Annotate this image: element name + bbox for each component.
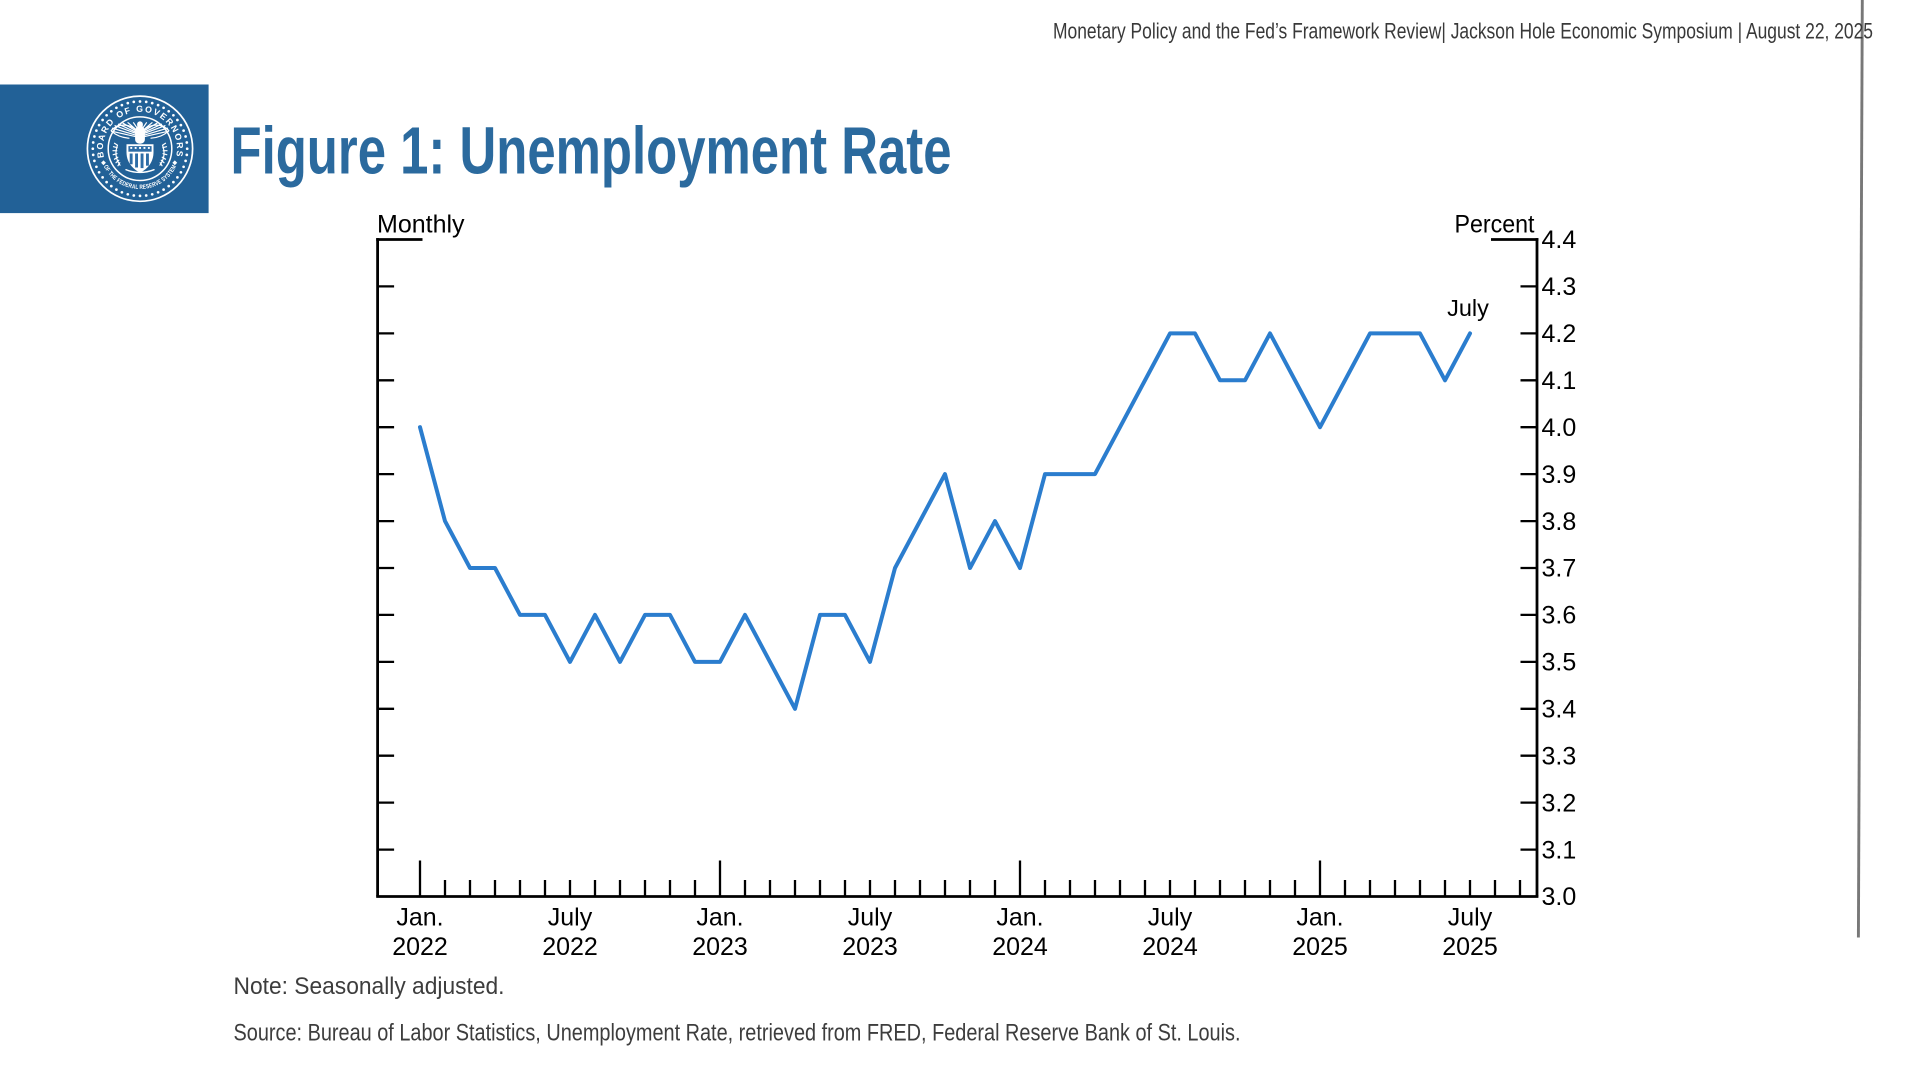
svg-text:3.4: 3.4 <box>1542 696 1577 724</box>
svg-text:2024: 2024 <box>1142 933 1198 961</box>
svg-text:Note: Seasonally adjusted.: Note: Seasonally adjusted. <box>234 973 505 1000</box>
svg-text:2022: 2022 <box>542 933 598 961</box>
svg-text:July: July <box>848 904 893 932</box>
svg-text:Jan.: Jan. <box>1296 904 1343 932</box>
svg-text:Jan.: Jan. <box>996 904 1043 932</box>
svg-text:Percent: Percent <box>1455 211 1535 239</box>
svg-text:Jan.: Jan. <box>396 904 443 932</box>
svg-text:3.3: 3.3 <box>1542 742 1577 770</box>
svg-text:3.2: 3.2 <box>1542 789 1577 817</box>
svg-text:3.1: 3.1 <box>1542 836 1577 864</box>
svg-text:Jan.: Jan. <box>696 904 743 932</box>
svg-text:4.0: 4.0 <box>1542 414 1577 442</box>
svg-text:July: July <box>1448 904 1493 932</box>
svg-text:4.4: 4.4 <box>1542 226 1577 254</box>
svg-text:Source: Bureau of Labor Statis: Source: Bureau of Labor Statistics, Unem… <box>234 1020 1241 1047</box>
svg-text:3.8: 3.8 <box>1542 508 1577 536</box>
svg-text:2025: 2025 <box>1292 933 1348 961</box>
svg-text:2025: 2025 <box>1442 933 1498 961</box>
svg-text:2022: 2022 <box>392 933 448 961</box>
svg-text:2024: 2024 <box>992 933 1048 961</box>
svg-text:July: July <box>1447 295 1489 321</box>
svg-text:3.6: 3.6 <box>1542 602 1577 630</box>
svg-text:July: July <box>548 904 593 932</box>
svg-text:4.1: 4.1 <box>1542 367 1577 395</box>
svg-text:3.5: 3.5 <box>1542 649 1577 677</box>
svg-text:Figure 1: Unemployment Rate: Figure 1: Unemployment Rate <box>231 114 952 189</box>
svg-text:Monetary Policy and the Fed’s: Monetary Policy and the Fed’s Framework … <box>1053 19 1873 44</box>
svg-text:2023: 2023 <box>692 933 748 961</box>
svg-text:3.7: 3.7 <box>1542 555 1577 583</box>
svg-text:Monthly: Monthly <box>377 211 465 239</box>
svg-text:3.0: 3.0 <box>1542 883 1577 911</box>
svg-text:2023: 2023 <box>842 933 898 961</box>
svg-text:3.9: 3.9 <box>1542 461 1577 489</box>
svg-text:July: July <box>1148 904 1193 932</box>
svg-text:4.2: 4.2 <box>1542 320 1577 348</box>
svg-text:4.3: 4.3 <box>1542 273 1577 301</box>
